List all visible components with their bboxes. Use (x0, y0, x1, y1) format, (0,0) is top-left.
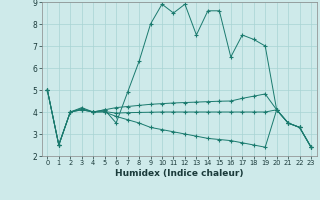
X-axis label: Humidex (Indice chaleur): Humidex (Indice chaleur) (115, 169, 244, 178)
